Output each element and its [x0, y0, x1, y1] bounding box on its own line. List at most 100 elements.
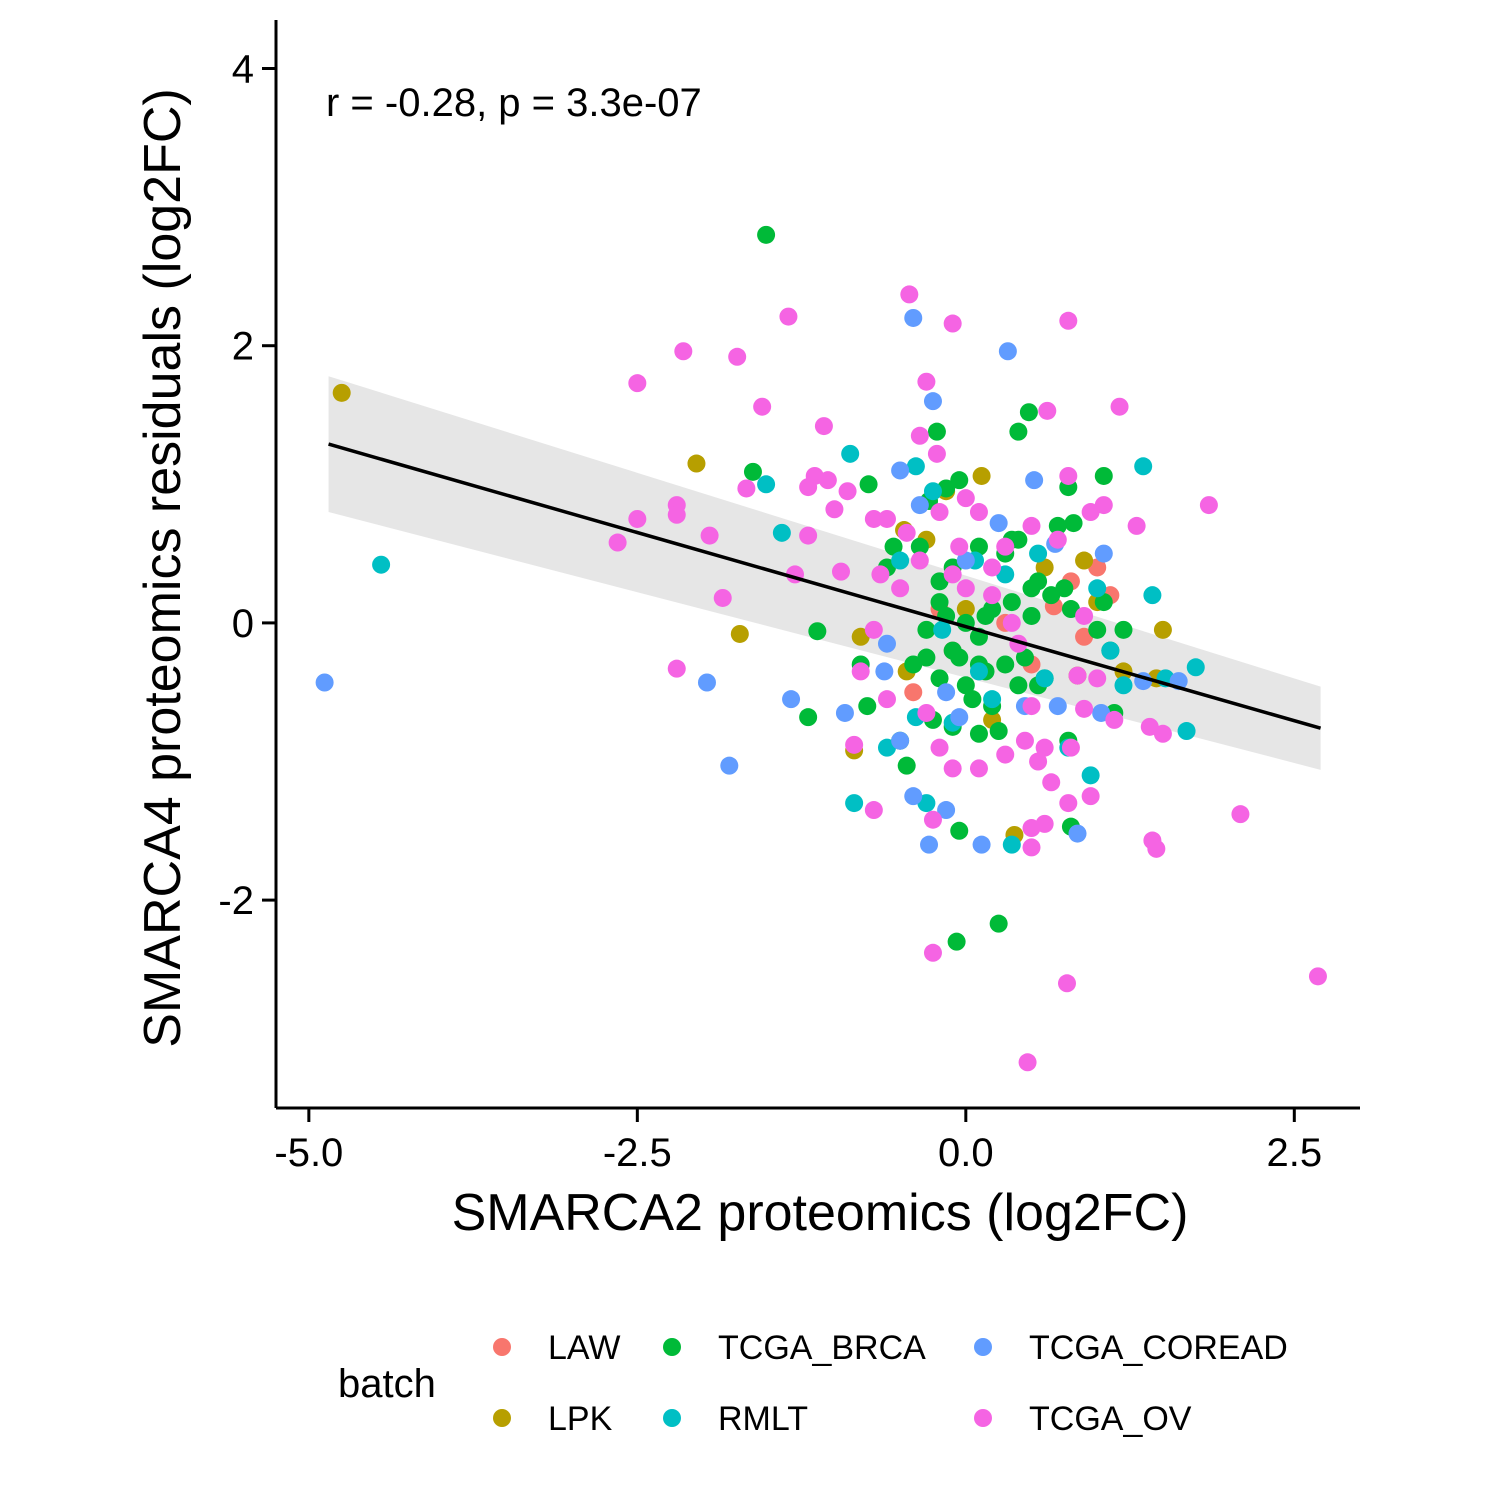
- point-tcga-ov: [818, 471, 837, 490]
- point-tcga-brca: [910, 537, 929, 556]
- point-tcga-ov: [838, 482, 857, 501]
- point-tcga-coread: [875, 662, 894, 681]
- point-tcga-ov: [667, 659, 686, 678]
- point-tcga-brca: [963, 690, 982, 709]
- point-tcga-ov: [1075, 606, 1094, 625]
- point-tcga-ov: [877, 509, 896, 528]
- point-tcga-ov: [713, 588, 732, 607]
- legend-key-law: [493, 1338, 511, 1356]
- point-tcga-coread: [937, 683, 956, 702]
- point-rmlt: [757, 475, 776, 494]
- point-tcga-ov: [845, 735, 864, 754]
- point-rmlt: [1088, 579, 1107, 598]
- point-lpk: [1075, 551, 1094, 570]
- point-tcga-coread: [998, 342, 1017, 361]
- point-tcga-brca: [1015, 648, 1034, 667]
- point-tcga-ov: [779, 307, 798, 326]
- point-tcga-brca: [989, 914, 1008, 933]
- point-tcga-ov: [1022, 838, 1041, 857]
- point-rmlt: [1177, 722, 1196, 741]
- point-tcga-ov: [956, 579, 975, 598]
- point-tcga-ov: [943, 565, 962, 584]
- point-tcga-brca: [1055, 579, 1074, 598]
- point-tcga-ov: [1042, 773, 1061, 792]
- legend-label: TCGA_OV: [1029, 1400, 1192, 1438]
- point-tcga-ov: [864, 801, 883, 820]
- point-tcga-brca: [1009, 422, 1028, 441]
- point-tcga-ov: [864, 509, 883, 528]
- point-tcga-ov: [1153, 724, 1172, 743]
- point-tcga-ov: [728, 347, 747, 366]
- point-tcga-ov: [1075, 699, 1094, 718]
- point-tcga-brca: [1002, 593, 1021, 612]
- point-tcga-ov: [891, 579, 910, 598]
- point-tcga-ov: [1094, 496, 1113, 515]
- point-tcga-ov: [1018, 1053, 1037, 1072]
- legend-label: TCGA_BRCA: [718, 1329, 926, 1367]
- x-tick-label: 2.5: [1266, 1131, 1322, 1175]
- point-tcga-ov: [1059, 466, 1078, 485]
- point-tcga-ov: [799, 526, 818, 545]
- legend-label: TCGA_COREAD: [1029, 1329, 1288, 1367]
- point-tcga-brca: [757, 225, 776, 244]
- point-tcga-ov: [1059, 311, 1078, 330]
- point-tcga-ov: [737, 479, 756, 498]
- point-law: [904, 683, 923, 702]
- y-axis-title: SMARCA4 proteomics residuals (log2FC): [134, 88, 192, 1047]
- point-tcga-brca: [969, 537, 988, 556]
- point-rmlt: [983, 690, 1002, 709]
- point-rmlt: [933, 620, 952, 639]
- point-tcga-ov: [628, 509, 647, 528]
- point-tcga-coread: [1025, 471, 1044, 490]
- point-tcga-ov: [1081, 787, 1100, 806]
- legend-label: LPK: [548, 1400, 613, 1438]
- legend-key-lpk: [493, 1409, 511, 1427]
- point-rmlt: [845, 794, 864, 813]
- point-tcga-ov: [969, 503, 988, 522]
- point-tcga-ov: [1147, 839, 1166, 858]
- point-tcga-brca: [969, 724, 988, 743]
- legend-key-rmlt: [663, 1409, 681, 1427]
- point-tcga-ov: [910, 551, 929, 570]
- point-rmlt: [1029, 544, 1048, 563]
- point-tcga-ov: [1231, 805, 1250, 824]
- point-rmlt: [1081, 766, 1100, 785]
- point-tcga-brca: [1009, 676, 1028, 695]
- legend-title: batch: [338, 1362, 436, 1406]
- point-tcga-coread: [950, 708, 969, 727]
- legend-label: RMLT: [718, 1400, 808, 1438]
- point-tcga-ov: [814, 417, 833, 436]
- point-tcga-ov: [897, 523, 916, 542]
- point-tcga-ov: [1199, 496, 1218, 515]
- x-tick-label: -5.0: [274, 1131, 343, 1175]
- point-tcga-coread: [877, 634, 896, 653]
- point-tcga-brca: [917, 620, 936, 639]
- point-tcga-brca: [1094, 466, 1113, 485]
- point-tcga-ov: [996, 537, 1015, 556]
- point-tcga-ov: [943, 314, 962, 333]
- point-tcga-ov: [1088, 669, 1107, 688]
- regression-line: [328, 442, 1322, 730]
- legend-key-tcga-coread: [974, 1338, 992, 1356]
- point-tcga-ov: [667, 505, 686, 524]
- point-tcga-ov: [943, 759, 962, 778]
- point-tcga-brca: [927, 422, 946, 441]
- point-tcga-coread: [835, 703, 854, 722]
- point-tcga-coread: [904, 787, 923, 806]
- point-tcga-ov: [1035, 814, 1054, 833]
- legend: batch LAW LPK TCGA_BRCA RMLT TCGA_COREAD TCGA_…: [338, 1329, 1288, 1438]
- point-tcga-ov: [1038, 401, 1057, 420]
- point-tcga-ov: [983, 558, 1002, 577]
- point-tcga-brca: [1114, 620, 1133, 639]
- point-tcga-ov: [1127, 516, 1146, 535]
- confidence-band-layer: [328, 376, 1321, 770]
- point-tcga-coread: [937, 801, 956, 820]
- point-tcga-brca: [1088, 620, 1107, 639]
- point-tcga-ov: [996, 745, 1015, 764]
- point-tcga-ov: [1002, 613, 1021, 632]
- point-tcga-coread: [782, 690, 801, 709]
- point-rmlt: [1186, 658, 1205, 677]
- point-tcga-ov: [1110, 397, 1129, 416]
- point-tcga-ov: [1022, 697, 1041, 716]
- point-tcga-brca: [808, 622, 827, 641]
